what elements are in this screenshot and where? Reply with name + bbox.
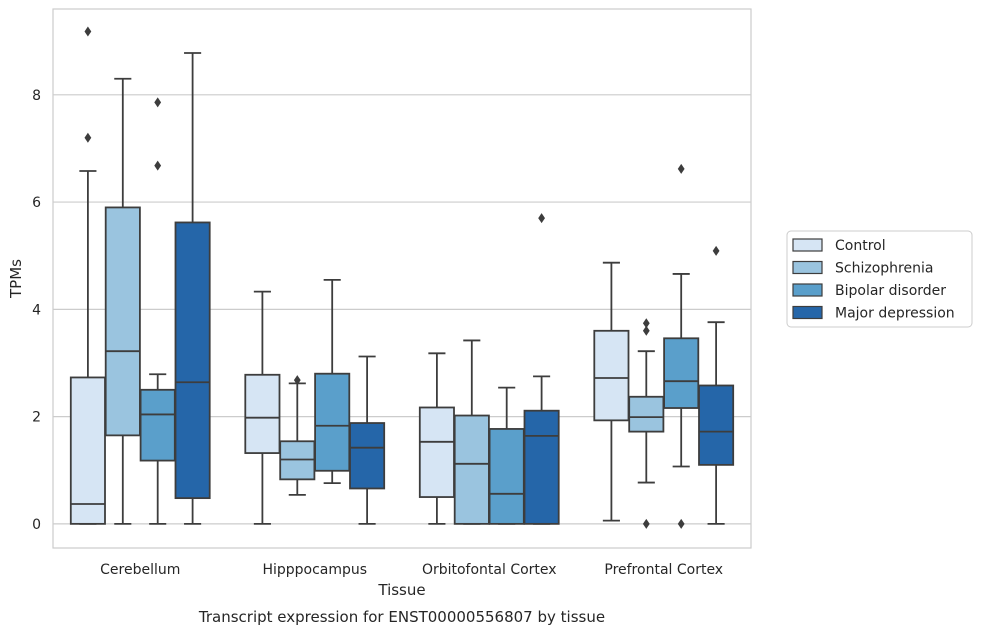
- box-schizophrenia: [104, 77, 141, 525]
- box-iqr: [104, 206, 141, 437]
- y-tick-label: 4: [32, 302, 41, 318]
- legend-label: Schizophrenia: [835, 261, 933, 277]
- box-bipolar-disorder: [488, 386, 525, 525]
- outlier-point: [677, 518, 685, 529]
- y-axis-ticks: 0 2 4 6 8: [32, 88, 41, 533]
- box-major-depression: [174, 52, 211, 525]
- x-tick-label: Orbitofontal Cortex: [422, 562, 557, 578]
- outlier-point: [642, 318, 650, 329]
- legend-swatch: [792, 305, 823, 320]
- box-control: [593, 261, 630, 522]
- box-bipolar-disorder: [314, 278, 351, 485]
- y-tick-label: 0: [32, 517, 41, 533]
- chart-caption: Transcript expression for ENST0000055680…: [198, 608, 605, 626]
- box-iqr: [349, 422, 386, 490]
- y-tick-label: 2: [32, 410, 41, 426]
- box-control: [69, 26, 106, 525]
- box-series: [69, 26, 735, 529]
- box-control: [244, 290, 281, 525]
- outlier-point: [154, 97, 162, 108]
- y-axis-title: TPMs: [7, 259, 25, 299]
- legend-label: Bipolar disorder: [835, 283, 946, 299]
- box-major-depression: [698, 245, 735, 525]
- x-tick-label: Hipppocampus: [262, 562, 367, 578]
- plot-frame: [52, 8, 752, 549]
- box-iqr: [453, 414, 490, 525]
- box-iqr: [174, 221, 211, 500]
- box-schizophrenia: [628, 318, 665, 529]
- legend-swatch: [792, 260, 823, 275]
- box-iqr: [488, 428, 525, 525]
- outlier-point: [677, 163, 685, 174]
- y-tick-label: 6: [32, 195, 41, 211]
- box-iqr: [244, 373, 281, 454]
- outlier-point: [293, 375, 301, 386]
- outlier-point: [538, 213, 545, 224]
- x-tick-label: Prefrontal Cortex: [604, 562, 723, 578]
- legend-frame: [786, 230, 973, 328]
- outlier-point: [154, 160, 162, 171]
- box-iqr: [418, 406, 455, 498]
- box-iqr: [523, 409, 560, 525]
- box-major-depression: [349, 355, 386, 525]
- box-iqr: [663, 337, 700, 409]
- legend-label: Major depression: [835, 306, 955, 322]
- outlier-point: [712, 245, 720, 256]
- outlier-point: [84, 26, 92, 37]
- box-schizophrenia: [453, 339, 490, 525]
- outlier-point: [84, 132, 92, 143]
- box-iqr: [314, 372, 351, 472]
- box-bipolar-disorder: [139, 97, 176, 525]
- outlier-point: [642, 518, 650, 529]
- x-axis-ticks: Cerebellum Hipppocampus Orbitofontal Corte…: [100, 562, 723, 578]
- box-iqr: [628, 395, 665, 433]
- legend-label: Control: [835, 238, 886, 254]
- box-iqr: [593, 329, 630, 422]
- box-iqr: [698, 384, 735, 466]
- box-control: [418, 352, 455, 525]
- x-tick-label: Cerebellum: [100, 562, 180, 578]
- x-axis-title: Tissue: [377, 581, 425, 599]
- y-tick-label: 8: [32, 88, 41, 104]
- legend-swatch: [792, 238, 823, 252]
- box-iqr: [139, 388, 176, 462]
- box-iqr: [69, 376, 106, 525]
- legend: Control Schizophrenia Bipolar disorder Majo…: [786, 230, 973, 328]
- outlier-point: [642, 325, 650, 336]
- box-schizophrenia: [279, 375, 316, 496]
- box-bipolar-disorder: [663, 163, 700, 529]
- legend-swatch: [792, 283, 823, 297]
- box-major-depression: [523, 213, 560, 525]
